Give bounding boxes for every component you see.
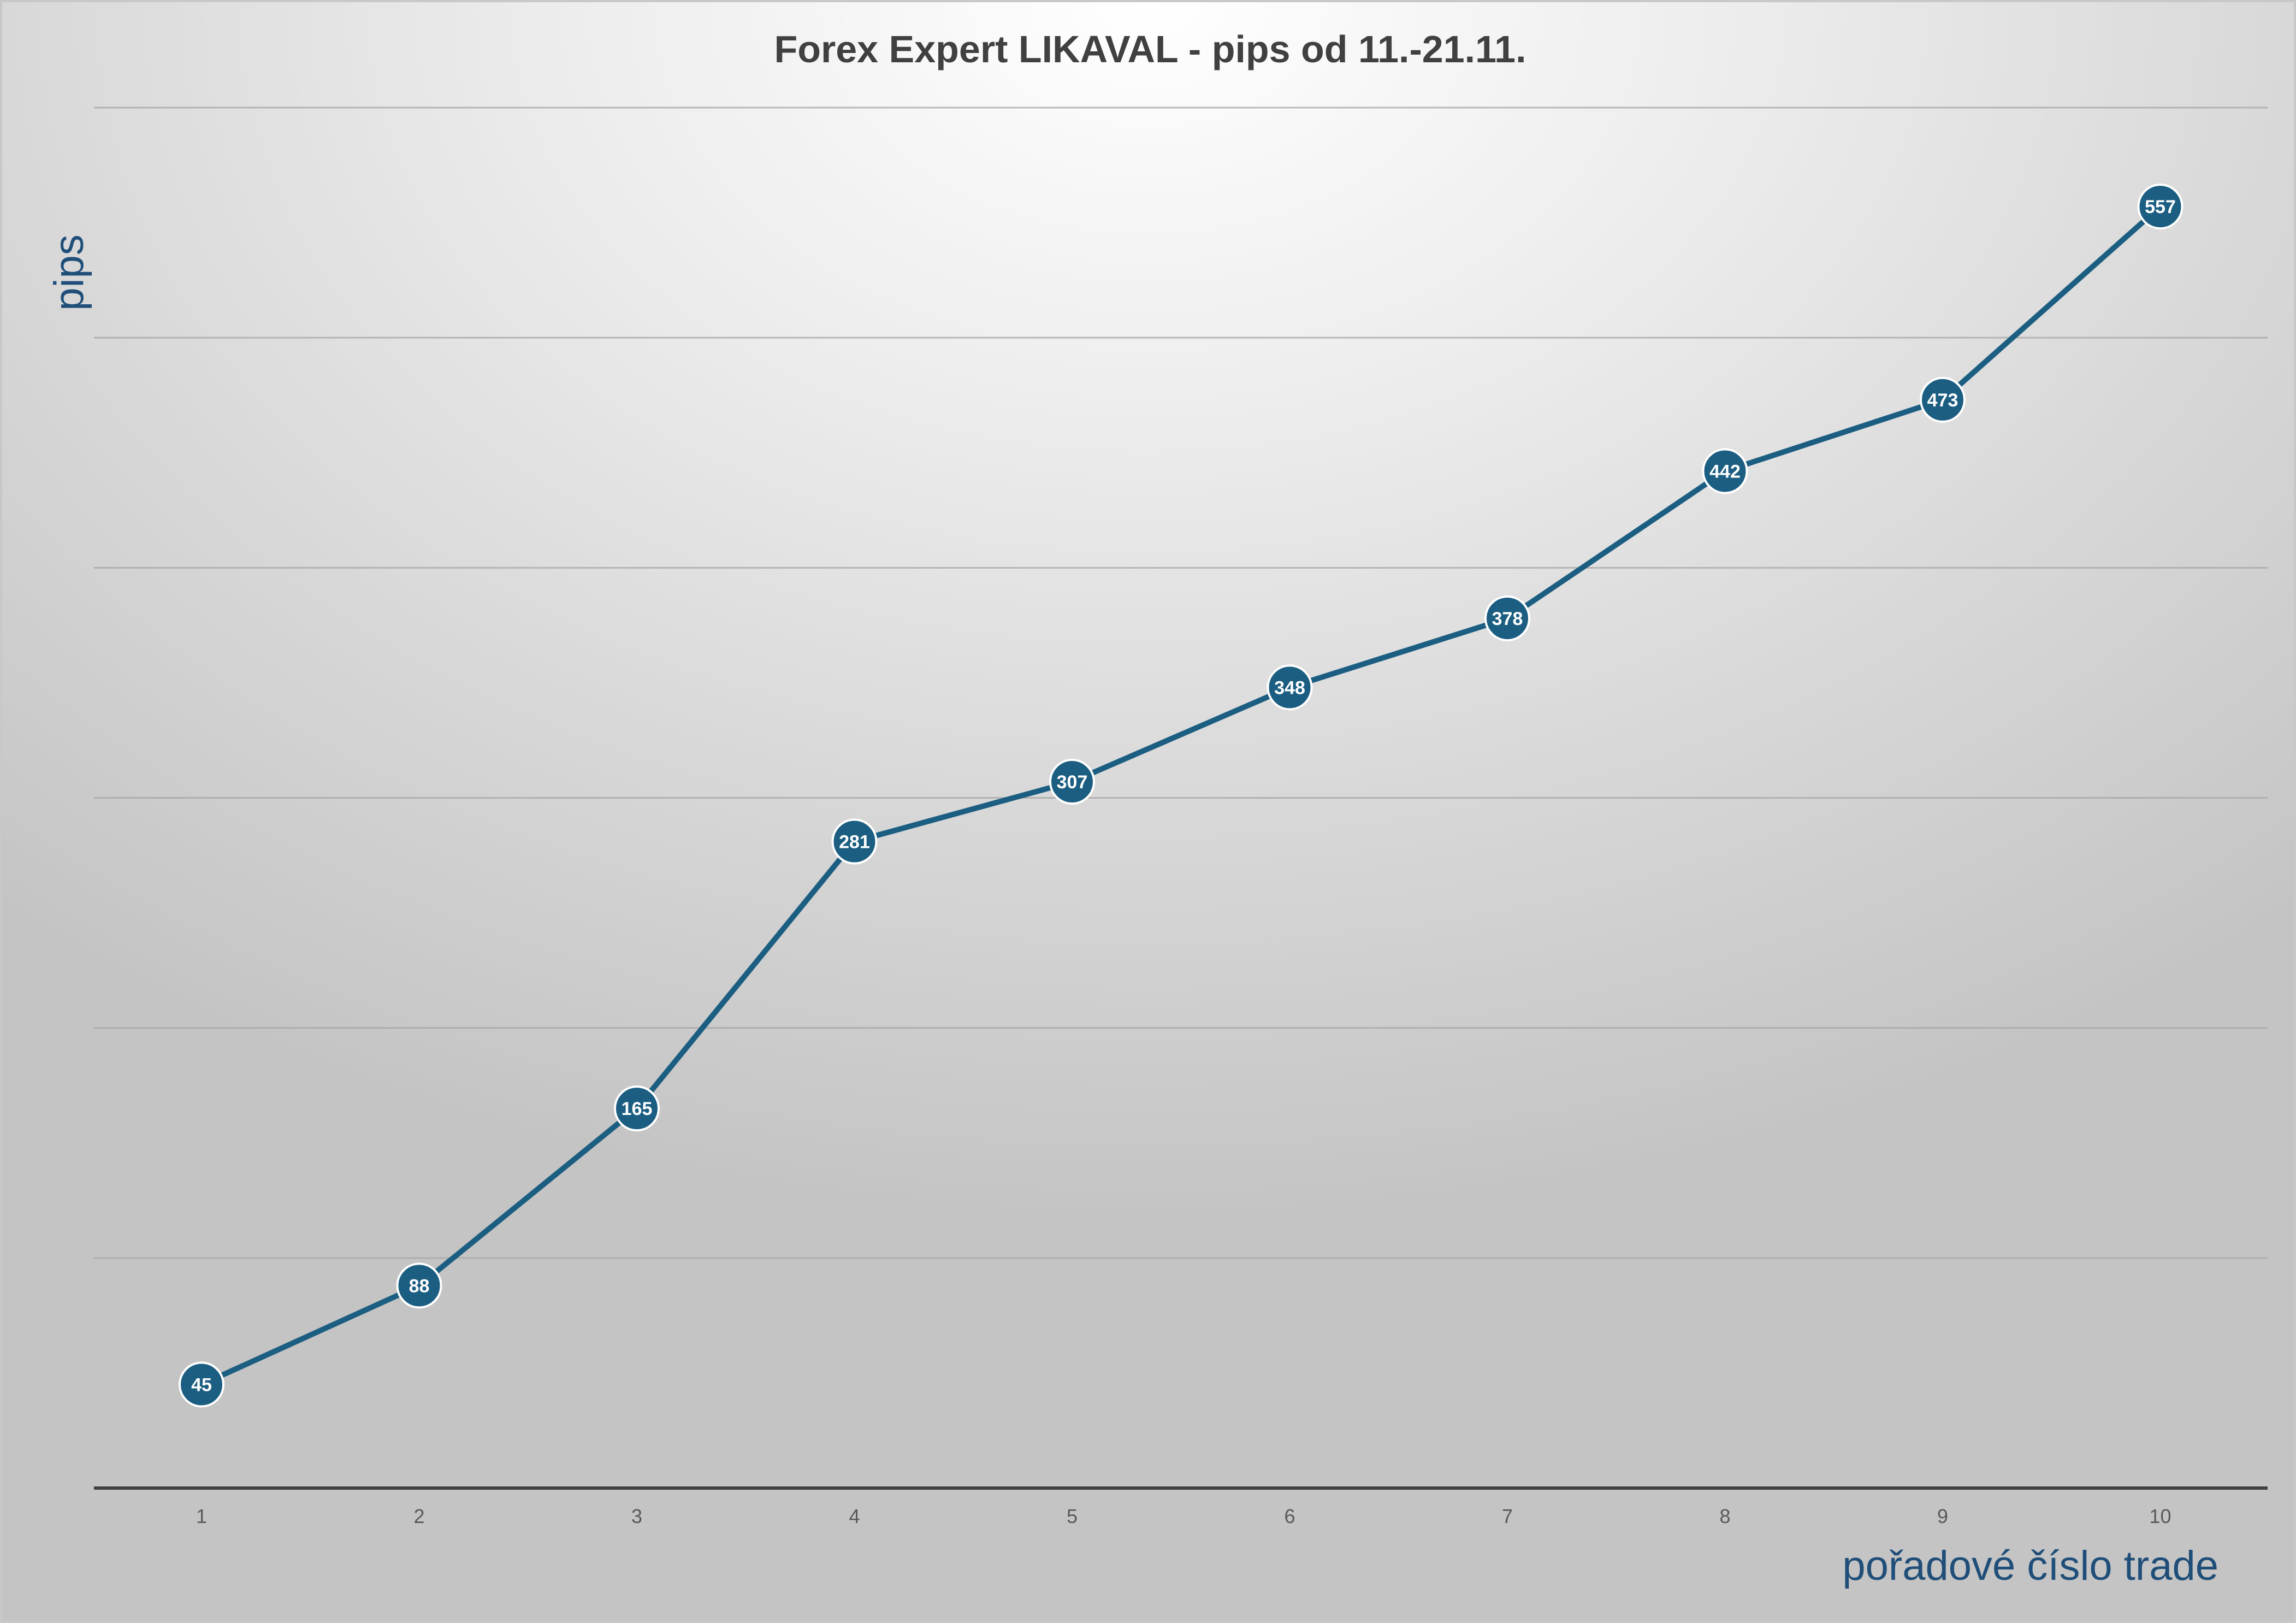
data-point-3 xyxy=(614,1085,660,1132)
data-markers xyxy=(179,184,2183,1408)
data-point-7 xyxy=(1484,595,1530,641)
data-label-5: 307 xyxy=(1057,772,1088,793)
data-point-4 xyxy=(831,818,878,865)
data-point-6 xyxy=(1267,664,1313,711)
data-label-4: 281 xyxy=(839,832,870,853)
x-axis-title: pořadové číslo trade xyxy=(1842,1543,2218,1589)
x-tick-label-1: 1 xyxy=(196,1505,207,1527)
data-labels: 45 88 165 281 307 348 378 442 473 557 xyxy=(191,197,2176,1395)
x-tick-label-5: 5 xyxy=(1067,1505,1078,1527)
data-label-9: 473 xyxy=(1927,390,1958,411)
x-tick-label-6: 6 xyxy=(1284,1505,1295,1527)
data-label-3: 165 xyxy=(622,1099,653,1119)
data-point-9 xyxy=(1920,376,1966,423)
data-label-8: 442 xyxy=(1709,461,1741,482)
data-label-2: 88 xyxy=(409,1276,430,1296)
data-label-6: 348 xyxy=(1274,677,1305,698)
data-point-2 xyxy=(396,1262,442,1309)
data-label-7: 378 xyxy=(1492,609,1523,629)
x-tick-label-8: 8 xyxy=(1719,1505,1730,1527)
data-point-1 xyxy=(179,1361,224,1408)
data-point-10 xyxy=(2137,184,2183,230)
data-label-1: 45 xyxy=(191,1374,212,1395)
x-tick-labels: 1 2 3 4 5 6 7 8 9 10 xyxy=(196,1505,2171,1527)
series-line xyxy=(199,204,2163,1388)
series-line-group xyxy=(199,204,2163,1388)
data-point-8 xyxy=(1702,448,1748,494)
chart-title: Forex Expert LIKAVAL - pips od 11.-21.11… xyxy=(774,28,1526,70)
y-axis-title: pips xyxy=(46,234,92,310)
gridlines xyxy=(94,107,2268,1259)
x-tick-label-10: 10 xyxy=(2149,1505,2171,1527)
data-label-10: 557 xyxy=(2145,197,2176,217)
x-tick-label-2: 2 xyxy=(413,1505,424,1527)
data-point-5 xyxy=(1049,759,1095,805)
x-tick-label-4: 4 xyxy=(849,1505,860,1527)
x-tick-label-3: 3 xyxy=(631,1505,642,1527)
x-tick-label-9: 9 xyxy=(1937,1505,1948,1527)
x-tick-label-7: 7 xyxy=(1502,1505,1513,1527)
